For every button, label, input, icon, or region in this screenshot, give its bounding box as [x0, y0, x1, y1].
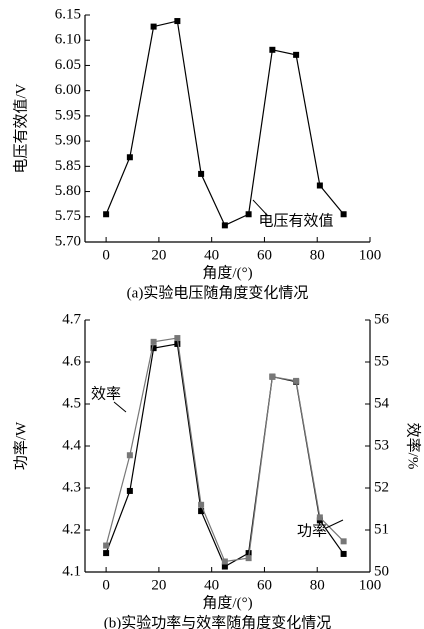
y-tick-label: 6.00 — [55, 82, 81, 98]
y-tick-label: 4.1 — [62, 563, 81, 579]
y-tick-label: 5.75 — [55, 208, 81, 224]
y-tick-label: 5.80 — [55, 183, 81, 199]
point — [340, 550, 347, 557]
point — [150, 338, 157, 345]
point — [198, 501, 205, 508]
point — [293, 377, 300, 384]
series-annotation: 电压有效值 — [258, 212, 333, 229]
point — [221, 222, 228, 229]
x-tick-label: 100 — [359, 247, 382, 263]
point — [293, 51, 300, 58]
y-axis-label: 电压有效值/V — [12, 83, 29, 173]
point — [269, 46, 276, 53]
point — [340, 538, 347, 545]
y-axis-label: 功率/W — [12, 421, 29, 470]
x-axis-label: 角度/(°) — [202, 594, 252, 611]
x-tick-label: 40 — [204, 577, 219, 593]
point — [150, 23, 157, 30]
y-tick-label: 5.95 — [55, 107, 81, 123]
series-line — [105, 20, 345, 227]
y2-tick-label: 52 — [374, 479, 389, 495]
point — [198, 170, 205, 177]
y2-tick-label: 54 — [374, 395, 390, 411]
x-tick-label: 60 — [257, 577, 272, 593]
y2-tick-label: 51 — [374, 521, 389, 537]
point — [174, 18, 181, 25]
point — [316, 182, 323, 189]
x-tick-label: 0 — [102, 577, 110, 593]
point — [316, 514, 323, 521]
y-tick-label: 5.70 — [55, 233, 81, 249]
point — [174, 340, 181, 347]
x-tick-label: 40 — [204, 247, 219, 263]
x-tick-label: 20 — [151, 577, 166, 593]
x-tick-label: 80 — [310, 247, 325, 263]
x-axis-label: 角度/(°) — [202, 264, 252, 281]
y-tick-label: 4.4 — [62, 437, 81, 453]
x-tick-label: 100 — [359, 577, 382, 593]
point — [198, 508, 205, 515]
y-tick-label: 6.10 — [55, 32, 81, 48]
caption: (a)实验电压随角度变化情况 — [127, 284, 309, 301]
point — [126, 154, 133, 161]
y2-tick-label: 53 — [374, 437, 389, 453]
y-tick-label: 4.7 — [62, 311, 81, 327]
annotation-leader — [252, 199, 269, 217]
x-tick-label: 80 — [310, 577, 325, 593]
point — [221, 558, 228, 565]
point — [245, 555, 252, 562]
x-tick-label: 20 — [151, 247, 166, 263]
y2-tick-label: 55 — [374, 353, 389, 369]
caption: (b)实验功率与效率随角度变化情况 — [104, 614, 332, 629]
point — [174, 335, 181, 342]
point — [221, 563, 228, 570]
y-tick-label: 6.05 — [55, 57, 81, 73]
y-tick-label: 6.15 — [55, 6, 81, 22]
point — [245, 550, 252, 557]
point — [340, 211, 347, 218]
y-tick-label: 4.6 — [62, 353, 81, 369]
point — [103, 211, 110, 218]
y2-tick-label: 56 — [374, 311, 390, 327]
y-tick-label: 5.90 — [55, 133, 81, 149]
y-tick-label: 5.85 — [55, 158, 81, 174]
point — [103, 542, 110, 549]
x-tick-label: 0 — [102, 247, 110, 263]
point — [126, 452, 133, 459]
y-tick-label: 4.5 — [62, 395, 81, 411]
series-annotation: 功率 — [297, 522, 327, 539]
point — [103, 550, 110, 557]
point — [126, 487, 133, 494]
y2-tick-label: 50 — [374, 563, 389, 579]
point — [150, 345, 157, 352]
point — [269, 373, 276, 380]
series-annotation: 效率 — [91, 385, 121, 402]
point — [245, 211, 252, 218]
annotation-leader — [325, 519, 344, 529]
x-tick-label: 60 — [257, 247, 272, 263]
y-tick-label: 4.3 — [62, 479, 81, 495]
y-tick-label: 4.2 — [62, 521, 81, 537]
annotation-leader — [113, 401, 127, 413]
y2-axis-label: 效率/% — [405, 423, 422, 470]
